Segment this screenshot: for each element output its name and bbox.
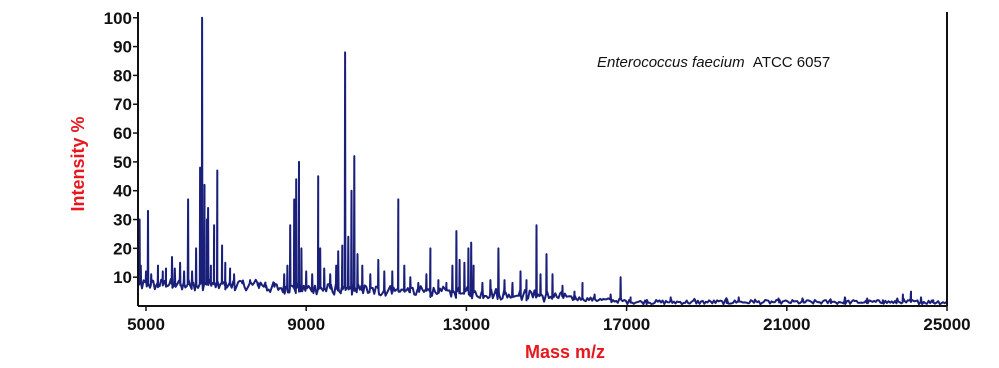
x-tick-label: 17000 [603,315,650,334]
y-tick-label: 30 [113,211,132,230]
y-tick-label: 100 [104,9,132,28]
x-tick-label: 9000 [287,315,325,334]
y-axis-title: Intensity % [68,116,88,211]
y-axis-ticks: 10 20 30 40 50 60 70 80 90 100 [104,9,138,287]
x-tick-label: 21000 [763,315,810,334]
y-tick-label: 40 [113,182,132,201]
x-axis-title: Mass m/z [525,342,605,362]
organism-annotation-italic: Enterococcus faecium [597,54,745,71]
y-tick-label: 20 [113,239,132,258]
organism-annotation: Enterococcus faecium ATCC 6057 [597,54,830,71]
y-tick-label: 50 [113,153,132,172]
x-tick-label: 13000 [443,315,490,334]
y-tick-label: 80 [113,66,132,85]
x-tick-label: 25000 [923,315,970,334]
y-tick-label: 70 [113,95,132,114]
organism-annotation-regular: ATCC 6057 [753,54,830,71]
x-axis-ticks: 5000 9000 13000 17000 21000 25000 [127,306,971,334]
y-tick-label: 10 [113,268,132,287]
x-tick-label: 5000 [127,315,165,334]
spectrum-line [137,16,947,306]
y-tick-label: 90 [113,38,132,57]
y-tick-label: 60 [113,124,132,143]
